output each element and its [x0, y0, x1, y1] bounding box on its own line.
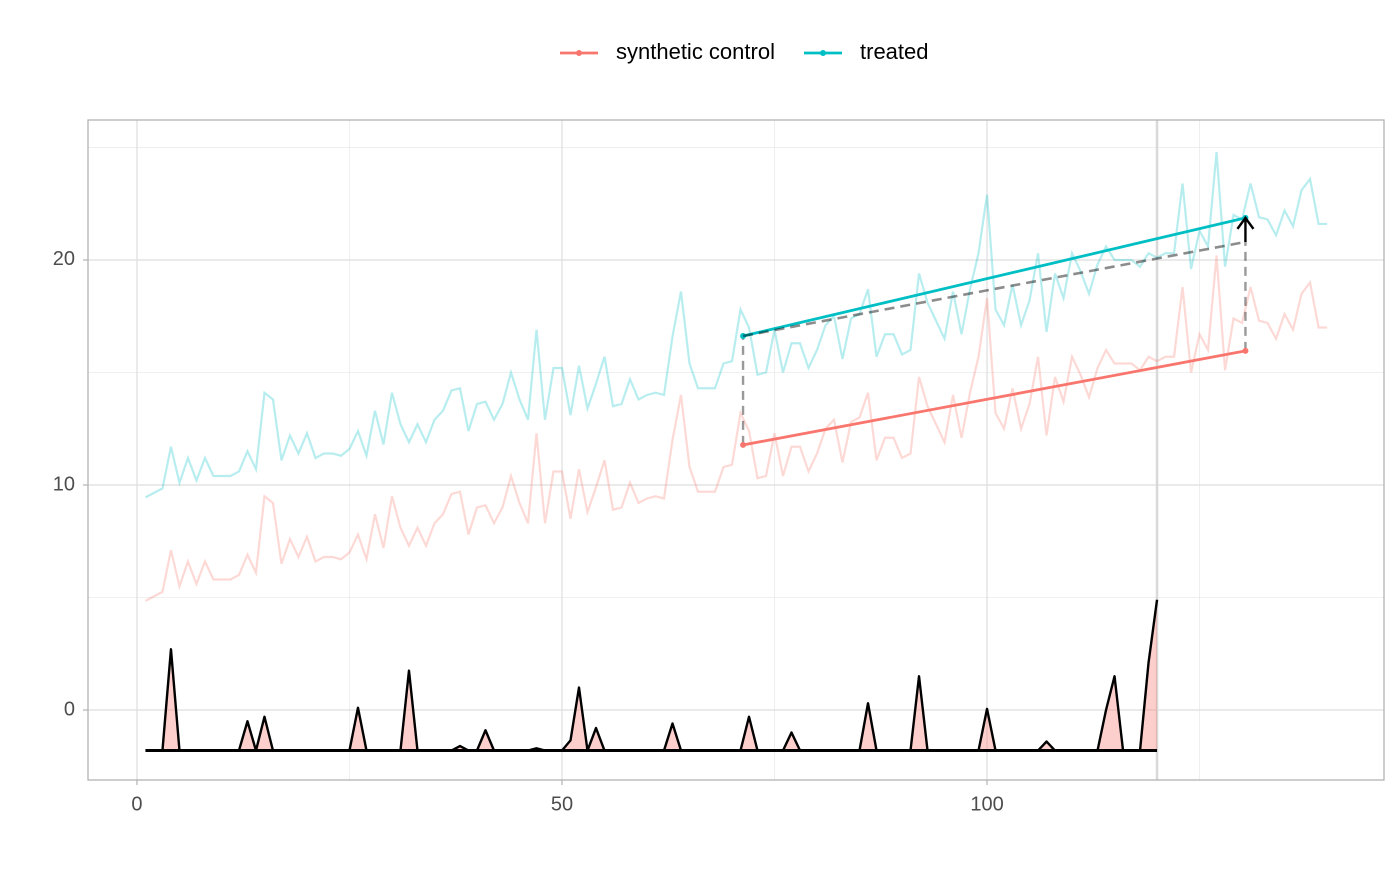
weights-area	[145, 599, 1158, 751]
estimate-segment	[742, 216, 1246, 338]
legend-label: treated	[860, 39, 929, 64]
x-tick-label: 50	[551, 793, 573, 815]
panel-border	[87, 119, 1385, 781]
grid: 0 50 100 0 10 20	[53, 120, 1384, 815]
series-line	[144, 255, 1328, 602]
legend-key-point	[820, 50, 826, 56]
y-tick-label: 10	[53, 473, 75, 495]
x-tick-label: 100	[970, 793, 1003, 815]
weights-line	[145, 599, 1159, 752]
legend-key-point	[576, 50, 582, 56]
series-line	[144, 151, 1328, 499]
plot-area	[144, 120, 1328, 780]
legend-label: synthetic control	[616, 39, 775, 64]
estimate-point	[740, 441, 747, 448]
counterfactual-segment	[742, 240, 1246, 338]
y-tick-label: 0	[64, 698, 75, 720]
y-tick-label: 20	[53, 248, 75, 270]
estimate-point	[1242, 347, 1249, 354]
legend: synthetic control treated	[560, 39, 929, 64]
estimate-segment	[742, 349, 1246, 447]
estimate-point	[740, 333, 747, 340]
effect-arrow	[1236, 215, 1255, 242]
x-tick-label: 0	[131, 793, 142, 815]
